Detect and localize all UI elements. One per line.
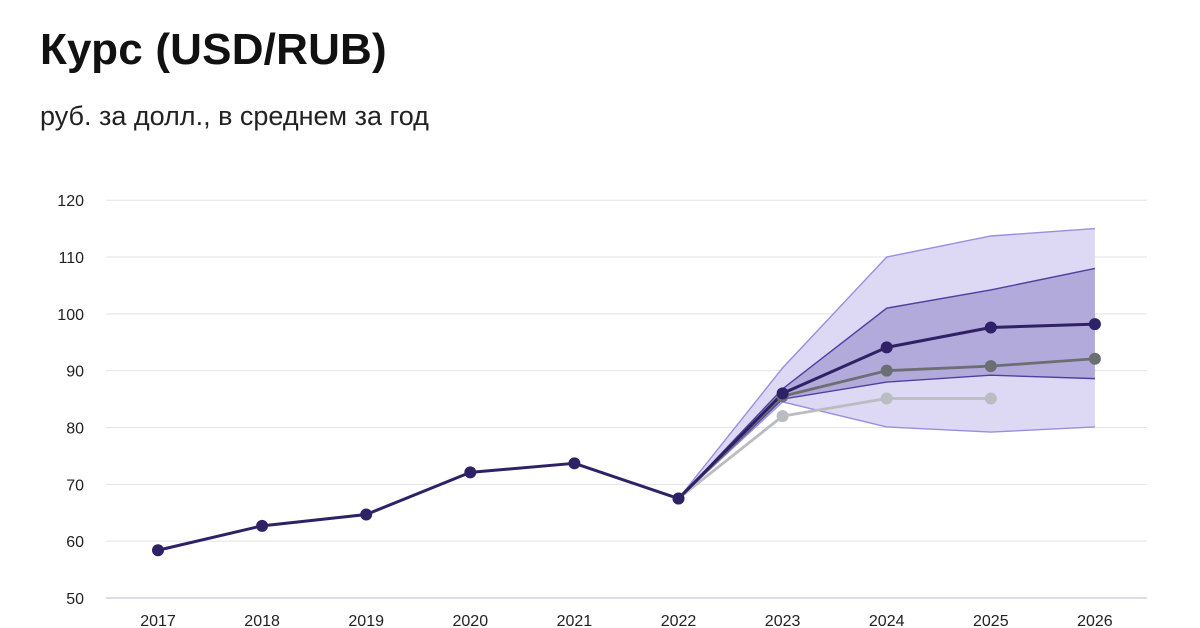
chart-title: Курс (USD/RUB) (40, 25, 387, 74)
x-tick-label-2025: 2025 (973, 613, 1009, 628)
series-3-point-2023 (776, 410, 789, 423)
series-points (152, 318, 1101, 557)
x-tick-label-2017: 2017 (140, 613, 176, 628)
series-2-point-2025 (984, 360, 997, 373)
chart-subtitle: руб. за долл., в среднем за год (40, 101, 429, 131)
x-tick-label-2024: 2024 (869, 613, 905, 628)
y-tick-label-120: 120 (57, 193, 84, 210)
forecast-band-2-upper (677, 267, 1096, 500)
x-tick-label-2018: 2018 (244, 613, 280, 628)
y-tick-label-60: 60 (66, 534, 84, 551)
series-1-point-2023 (776, 387, 789, 400)
y-tick-label-50: 50 (66, 591, 84, 608)
y-tick-label-100: 100 (57, 307, 84, 324)
series-1-point-2022 (672, 492, 685, 505)
x-tick-label-2026: 2026 (1077, 613, 1113, 628)
series-2-point-2024 (880, 364, 893, 377)
x-tick-label-2022: 2022 (661, 613, 697, 628)
y-tick-label-70: 70 (66, 477, 84, 494)
x-tick-label-2021: 2021 (557, 613, 593, 628)
forecast-band-1-upper (677, 227, 1095, 499)
series-3-point-2024 (880, 392, 893, 405)
series-1-line (156, 322, 1097, 552)
series-2-point-2026 (1088, 352, 1101, 365)
series-1-point-2024 (880, 341, 893, 354)
series-1-point-2021 (568, 457, 581, 470)
series-1-point-2018 (256, 519, 269, 532)
x-tick-label-2023: 2023 (765, 613, 801, 628)
y-tick-label-110: 110 (58, 250, 84, 267)
series-1-point-2017 (152, 544, 164, 557)
series-3-line (677, 397, 993, 500)
forecast-band-1-lower (678, 401, 1095, 500)
series-1-point-2026 (1088, 318, 1101, 331)
series-1-point-2019 (360, 508, 373, 521)
series-1-point-2025 (984, 321, 997, 334)
y-tick-label-90: 90 (66, 364, 84, 381)
y-axis-labels: 50 60 70 80 90 100 110 120 (57, 193, 84, 608)
series-3-point-2025 (984, 392, 997, 405)
x-tick-label-2020: 2020 (453, 613, 489, 628)
x-axis-labels: 2017 2018 2019 2020 2021 2022 2023 2024 2025 2026 (140, 613, 1113, 628)
series-1-point-2020 (464, 466, 477, 479)
y-tick-label-80: 80 (66, 421, 84, 438)
x-tick-label-2019: 2019 (348, 613, 384, 628)
